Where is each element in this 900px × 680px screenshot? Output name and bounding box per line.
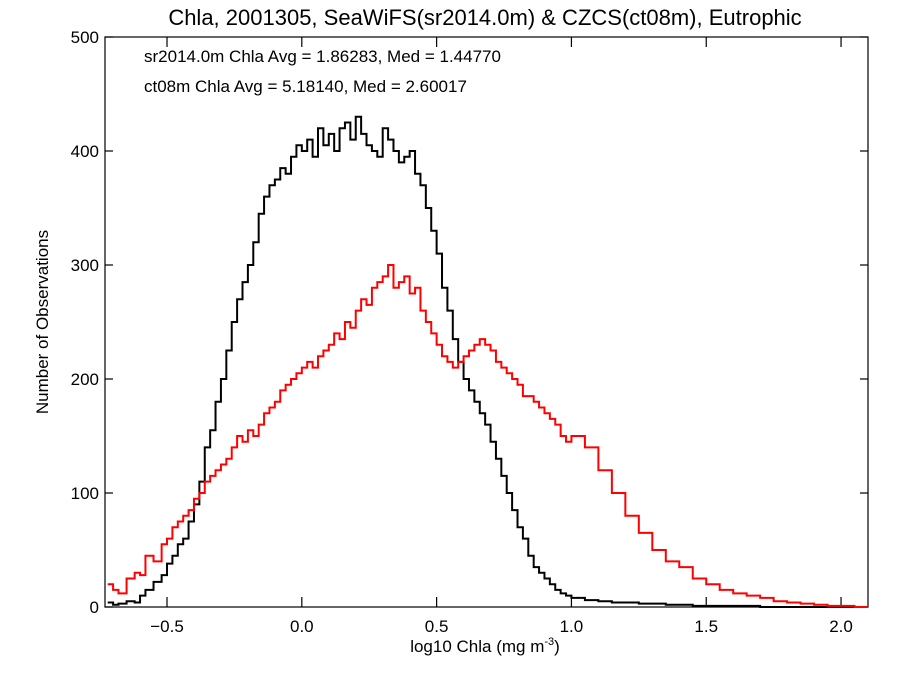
y-tick-label: 100 [71,484,99,503]
x-tick-label: −0.5 [150,617,184,636]
y-tick-label: 300 [71,256,99,275]
x-tick-label: 2.0 [829,617,853,636]
x-axis-label-exponent: -3 [544,636,554,648]
legend-entry-0: sr2014.0m Chla Avg = 1.86283, Med = 1.44… [144,47,501,66]
legend-entry-1: ct08m Chla Avg = 5.18140, Med = 2.60017 [144,77,467,96]
y-axis: 0 100 200 300 400 500 [71,28,868,617]
y-tick-label: 200 [71,370,99,389]
series-group [107,115,868,608]
series-line-0 [107,115,868,608]
x-tick-label: 1.5 [694,617,718,636]
y-tick-label: 400 [71,142,99,161]
plot-frame [104,36,869,608]
chart-title: Chla, 2001305, SeaWiFS(sr2014.0m) & CZCS… [168,5,801,30]
x-axis-label: log10 Chla (mg m-3) [410,636,560,656]
x-tick-label: 0.0 [290,617,314,636]
y-tick-label: 500 [71,28,99,47]
y-axis-label: Number of Observations [33,230,52,414]
series-line-1 [107,264,868,608]
y-tick-label: 0 [90,598,99,617]
x-tick-label: 1.0 [560,617,584,636]
x-tick-label: 0.5 [425,617,449,636]
x-axis: −0.5 0.0 0.5 1.0 1.5 2.0 [150,37,853,636]
x-axis-label-close: ) [554,637,560,656]
x-axis-label-main: log10 Chla (mg m [410,637,544,656]
